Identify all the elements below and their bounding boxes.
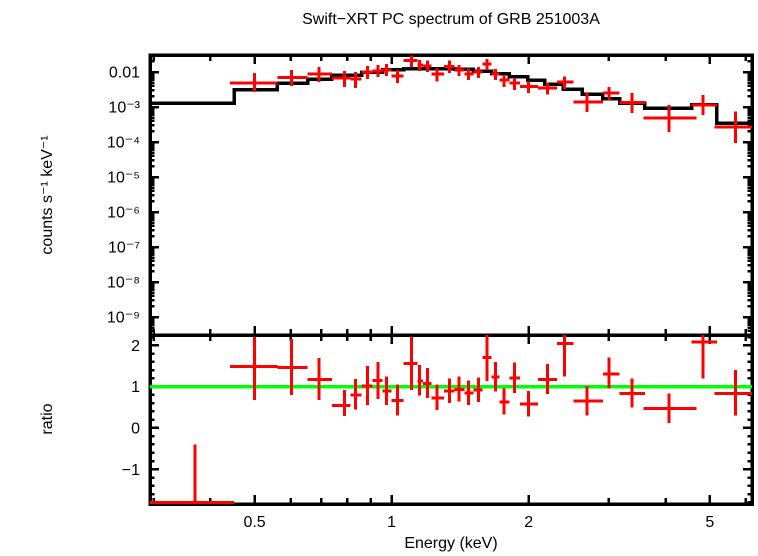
y-tick-label-spectrum: 0.01 bbox=[109, 65, 140, 82]
spectrum-errorbars bbox=[230, 55, 752, 144]
y-tick-label-ratio: −1 bbox=[122, 462, 140, 479]
axes-and-ticks bbox=[148, 53, 754, 506]
y-axis-label-spectrum: counts s⁻¹ keV⁻¹ bbox=[39, 135, 56, 254]
ratio-panel-frame bbox=[148, 333, 754, 506]
y-axis-label-ratio: ratio bbox=[39, 403, 56, 434]
y-tick-label-spectrum: 10⁻³ bbox=[108, 100, 140, 117]
x-axis-label: Energy (keV) bbox=[404, 535, 497, 552]
y-tick-label-spectrum: 10⁻⁷ bbox=[108, 240, 140, 257]
x-tick-label: 2 bbox=[524, 514, 533, 531]
x-tick-label: 5 bbox=[705, 514, 714, 531]
spectrum-panel-frame bbox=[148, 53, 754, 337]
y-tick-label-spectrum: 10⁻⁹ bbox=[107, 310, 140, 327]
plot-series bbox=[150, 55, 752, 504]
ratio-errorbars bbox=[150, 335, 752, 504]
y-tick-label-spectrum: 10⁻⁵ bbox=[107, 170, 140, 187]
y-tick-label-spectrum: 10⁻⁴ bbox=[107, 135, 140, 152]
axis-ticks bbox=[150, 54, 752, 504]
y-tick-label-ratio: 0 bbox=[131, 420, 140, 437]
y-tick-label-ratio: 2 bbox=[131, 338, 140, 355]
y-tick-label-spectrum: 10⁻⁶ bbox=[107, 205, 140, 222]
tick-labels: 0.5 1 2 5 0.01 10⁻³ 10⁻⁴ 10⁻⁵ 10⁻⁶ 10⁻⁷ 10⁻⁸ 10⁻⁹ 2 1… bbox=[107, 65, 714, 531]
x-tick-label: 0.5 bbox=[243, 514, 265, 531]
y-tick-label-spectrum: 10⁻⁸ bbox=[107, 275, 140, 292]
plot-title: Swift−XRT PC spectrum of GRB 251003A bbox=[302, 11, 600, 28]
model-line bbox=[150, 66, 752, 126]
x-tick-label: 1 bbox=[387, 514, 396, 531]
y-tick-label-ratio: 1 bbox=[131, 379, 140, 396]
